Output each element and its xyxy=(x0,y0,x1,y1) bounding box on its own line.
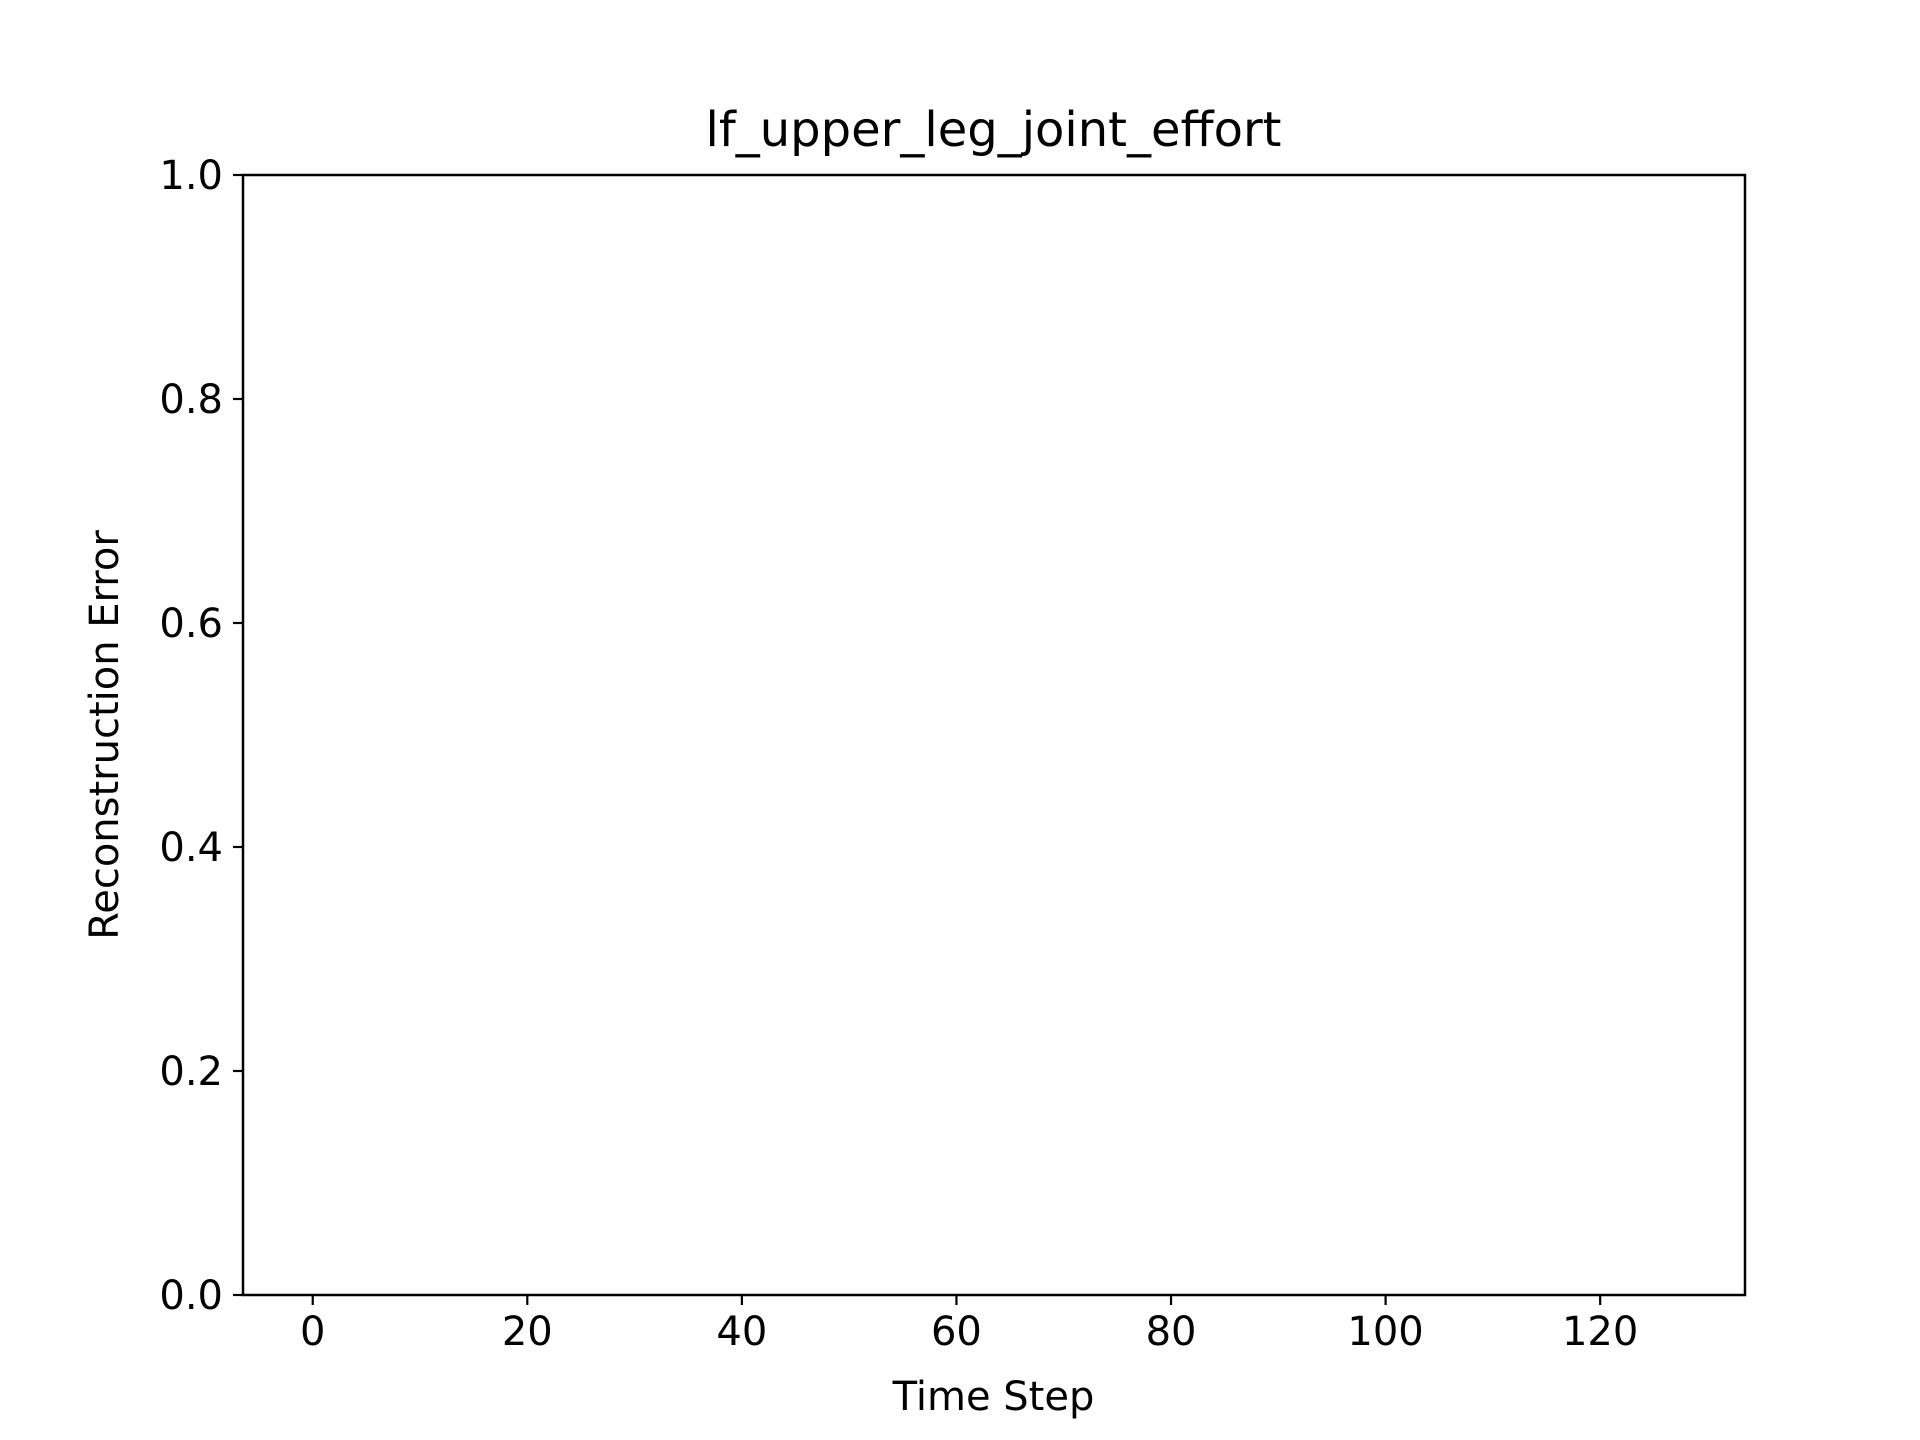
x-axis-ticks: 0 20 40 60 80 100 120 xyxy=(300,1295,1638,1355)
y-tick-label: 0.0 xyxy=(159,1273,223,1319)
x-tick-label: 100 xyxy=(1347,1309,1423,1355)
y-tick-label: 0.6 xyxy=(159,601,223,647)
y-tick-label: 0.2 xyxy=(159,1049,223,1095)
plot-background xyxy=(242,175,1745,1295)
plot-frame xyxy=(241,173,1747,1297)
x-tick-label: 80 xyxy=(1146,1309,1197,1355)
x-axis-label: Time Step xyxy=(892,1374,1095,1420)
plot-area xyxy=(242,175,1745,1295)
x-tick-label: 20 xyxy=(502,1309,553,1355)
x-tick-label: 0 xyxy=(300,1309,325,1355)
x-tick-label: 120 xyxy=(1562,1309,1638,1355)
y-tick-label: 0.8 xyxy=(159,377,223,423)
chart-title: lf_upper_leg_joint_effort xyxy=(706,102,1282,158)
y-tick-label: 0.4 xyxy=(159,825,223,871)
y-axis-label: Reconstruction Error xyxy=(82,530,128,940)
y-tick-label: 1.0 xyxy=(159,153,223,199)
x-tick-label: 60 xyxy=(931,1309,982,1355)
y-axis-ticks: 0.0 0.2 0.4 0.6 0.8 1.0 xyxy=(159,153,243,1319)
x-tick-label: 40 xyxy=(716,1309,767,1355)
